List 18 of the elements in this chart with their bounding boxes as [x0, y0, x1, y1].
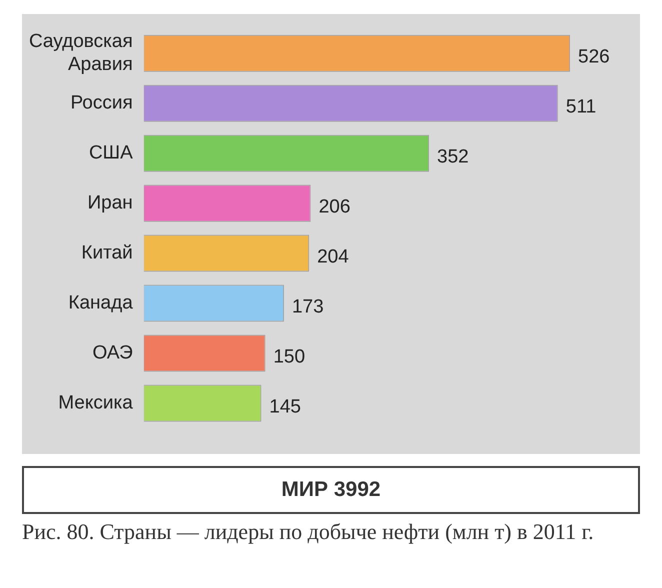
data-label: 173	[292, 296, 324, 318]
data-label: 150	[273, 346, 306, 368]
data-label: 511	[566, 96, 596, 118]
y-tick-label: Мексика	[58, 392, 134, 414]
y-tick-label: Иран	[87, 192, 133, 214]
y-tick-label: Китай	[81, 242, 133, 264]
y-tick-label: ОАЭ	[92, 342, 133, 364]
y-tick-label: Россия	[70, 92, 133, 114]
y-tick-label: США	[88, 142, 134, 164]
text: МИР 3992	[22, 466, 640, 514]
data-label: 204	[317, 246, 350, 268]
y-tick-label: Саудовская Аравия	[28, 31, 133, 76]
data-label: 352	[437, 146, 469, 168]
data-label: 145	[269, 396, 301, 418]
text: Рис. 80. Страны — лидеры по добыче нефти (млн т) в 2011 г.	[22, 518, 595, 546]
y-tick-label: Канада	[68, 292, 134, 314]
data-label: 526	[578, 46, 610, 68]
data-label: 206	[318, 196, 350, 218]
